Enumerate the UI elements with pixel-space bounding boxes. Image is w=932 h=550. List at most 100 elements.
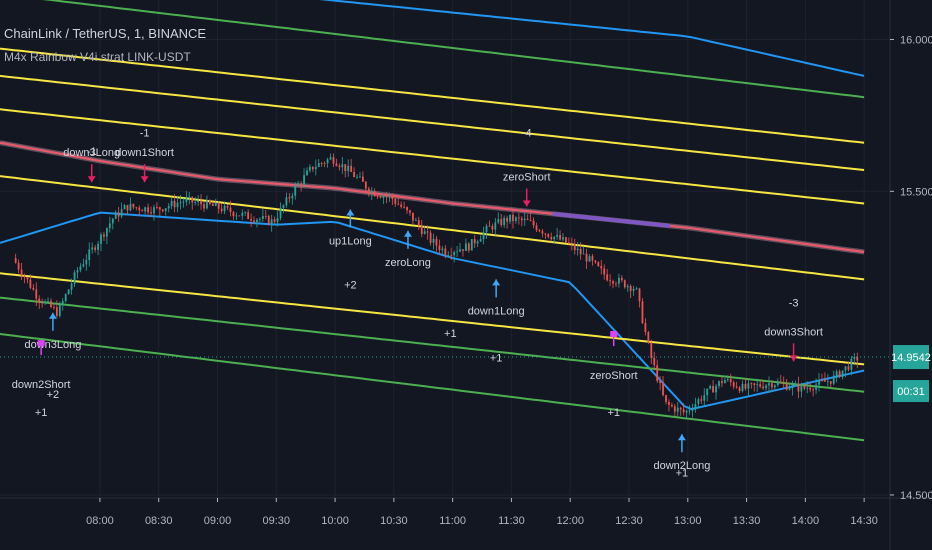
candle-body xyxy=(100,234,102,244)
symbol-title[interactable]: ChainLink / TetherUS, 1, BINANCE xyxy=(4,26,207,41)
candle-body xyxy=(220,208,223,212)
candle-body xyxy=(370,191,373,193)
candle-body xyxy=(794,383,797,385)
candle-body xyxy=(264,215,267,217)
candle-body xyxy=(61,301,64,305)
candle-body xyxy=(126,205,129,211)
candle-body xyxy=(400,204,403,207)
candle-body xyxy=(309,166,311,171)
rainbow-band-yellow xyxy=(0,47,865,144)
time-tick-label: 09:30 xyxy=(263,515,291,527)
candle-body xyxy=(706,388,709,396)
candle-body xyxy=(423,231,426,234)
time-tick-label: 08:30 xyxy=(145,515,173,527)
candle-body xyxy=(364,181,367,189)
time-tick-label: 08:00 xyxy=(86,515,114,527)
candle-body xyxy=(170,200,173,207)
indicator-title[interactable]: M4x Rainbow V4i strat LINK-USDT xyxy=(4,50,191,64)
candle-body xyxy=(473,239,476,244)
candle-body xyxy=(435,238,438,246)
candle-body xyxy=(270,219,273,225)
signal-label: down1Short xyxy=(115,147,174,159)
candle-body xyxy=(38,298,41,302)
candle-body xyxy=(259,218,261,220)
candle-body xyxy=(47,300,49,302)
candle-body xyxy=(217,202,220,209)
signal-label: down2Short xyxy=(12,379,71,391)
price-tick-label: 16.0000 xyxy=(900,34,932,46)
candle-body xyxy=(129,203,132,211)
candle-body xyxy=(388,195,391,197)
long-signal-head xyxy=(492,279,501,286)
candle-body xyxy=(682,409,685,413)
rainbow-band-yellow xyxy=(0,108,865,205)
candle-body xyxy=(806,387,809,389)
candle-body xyxy=(206,200,208,209)
candle-body xyxy=(256,219,258,222)
candle-body xyxy=(824,379,826,382)
candle-body xyxy=(394,199,397,204)
candle-body xyxy=(58,304,61,316)
candle-body xyxy=(103,234,105,237)
candle-body xyxy=(120,209,123,217)
short-signal-head xyxy=(522,200,531,207)
candle-body xyxy=(585,253,588,262)
candle-body xyxy=(147,207,149,213)
candle-body xyxy=(250,218,252,221)
candle-body xyxy=(229,207,232,213)
candle-body xyxy=(44,301,47,304)
signal-label: up1Long xyxy=(329,236,372,248)
candle-body xyxy=(779,382,782,383)
candle-body xyxy=(732,382,735,387)
candle-body xyxy=(108,223,111,229)
candle-body xyxy=(291,195,294,199)
candle-layer xyxy=(14,153,859,419)
candle-body xyxy=(359,176,361,178)
candle-body xyxy=(482,232,485,240)
signal-count-label: +1 xyxy=(676,468,689,480)
candle-body xyxy=(612,281,614,284)
candle-body xyxy=(668,401,670,405)
candle-body xyxy=(547,233,550,238)
candle-body xyxy=(167,206,170,209)
last-price-tag xyxy=(893,345,929,370)
candle-body xyxy=(438,245,441,251)
candle-body xyxy=(500,219,503,225)
candle-body xyxy=(53,307,55,308)
candle-body xyxy=(350,165,353,172)
time-tick-label: 11:00 xyxy=(439,515,466,527)
signal-label: zeroShort xyxy=(503,171,551,183)
candle-body xyxy=(641,301,644,324)
candle-body xyxy=(520,218,523,221)
candle-body xyxy=(750,383,753,385)
candle-body xyxy=(588,256,591,262)
candle-body xyxy=(91,247,94,250)
candle-body xyxy=(582,253,585,255)
candle-body xyxy=(173,200,176,208)
candle-body xyxy=(573,243,576,251)
candle-body xyxy=(782,382,785,384)
countdown-tag xyxy=(893,380,929,403)
signal-label: zeroLong xyxy=(385,257,431,269)
candle-body xyxy=(164,208,167,212)
candle-body xyxy=(456,251,458,253)
candle-body xyxy=(323,163,326,164)
short-signal-head xyxy=(140,176,149,183)
rainbow-midline-purple xyxy=(552,211,671,228)
exit-signal-marker xyxy=(37,340,45,347)
candle-body xyxy=(576,248,579,251)
candle-body xyxy=(526,218,529,220)
long-signal-head xyxy=(677,434,686,441)
candle-body xyxy=(615,283,617,285)
candle-body xyxy=(244,212,247,214)
candle-body xyxy=(644,323,647,333)
candle-body xyxy=(826,381,829,382)
candle-body xyxy=(382,195,385,198)
candle-body xyxy=(156,207,158,208)
candle-body xyxy=(453,252,456,256)
candle-body xyxy=(676,407,679,412)
